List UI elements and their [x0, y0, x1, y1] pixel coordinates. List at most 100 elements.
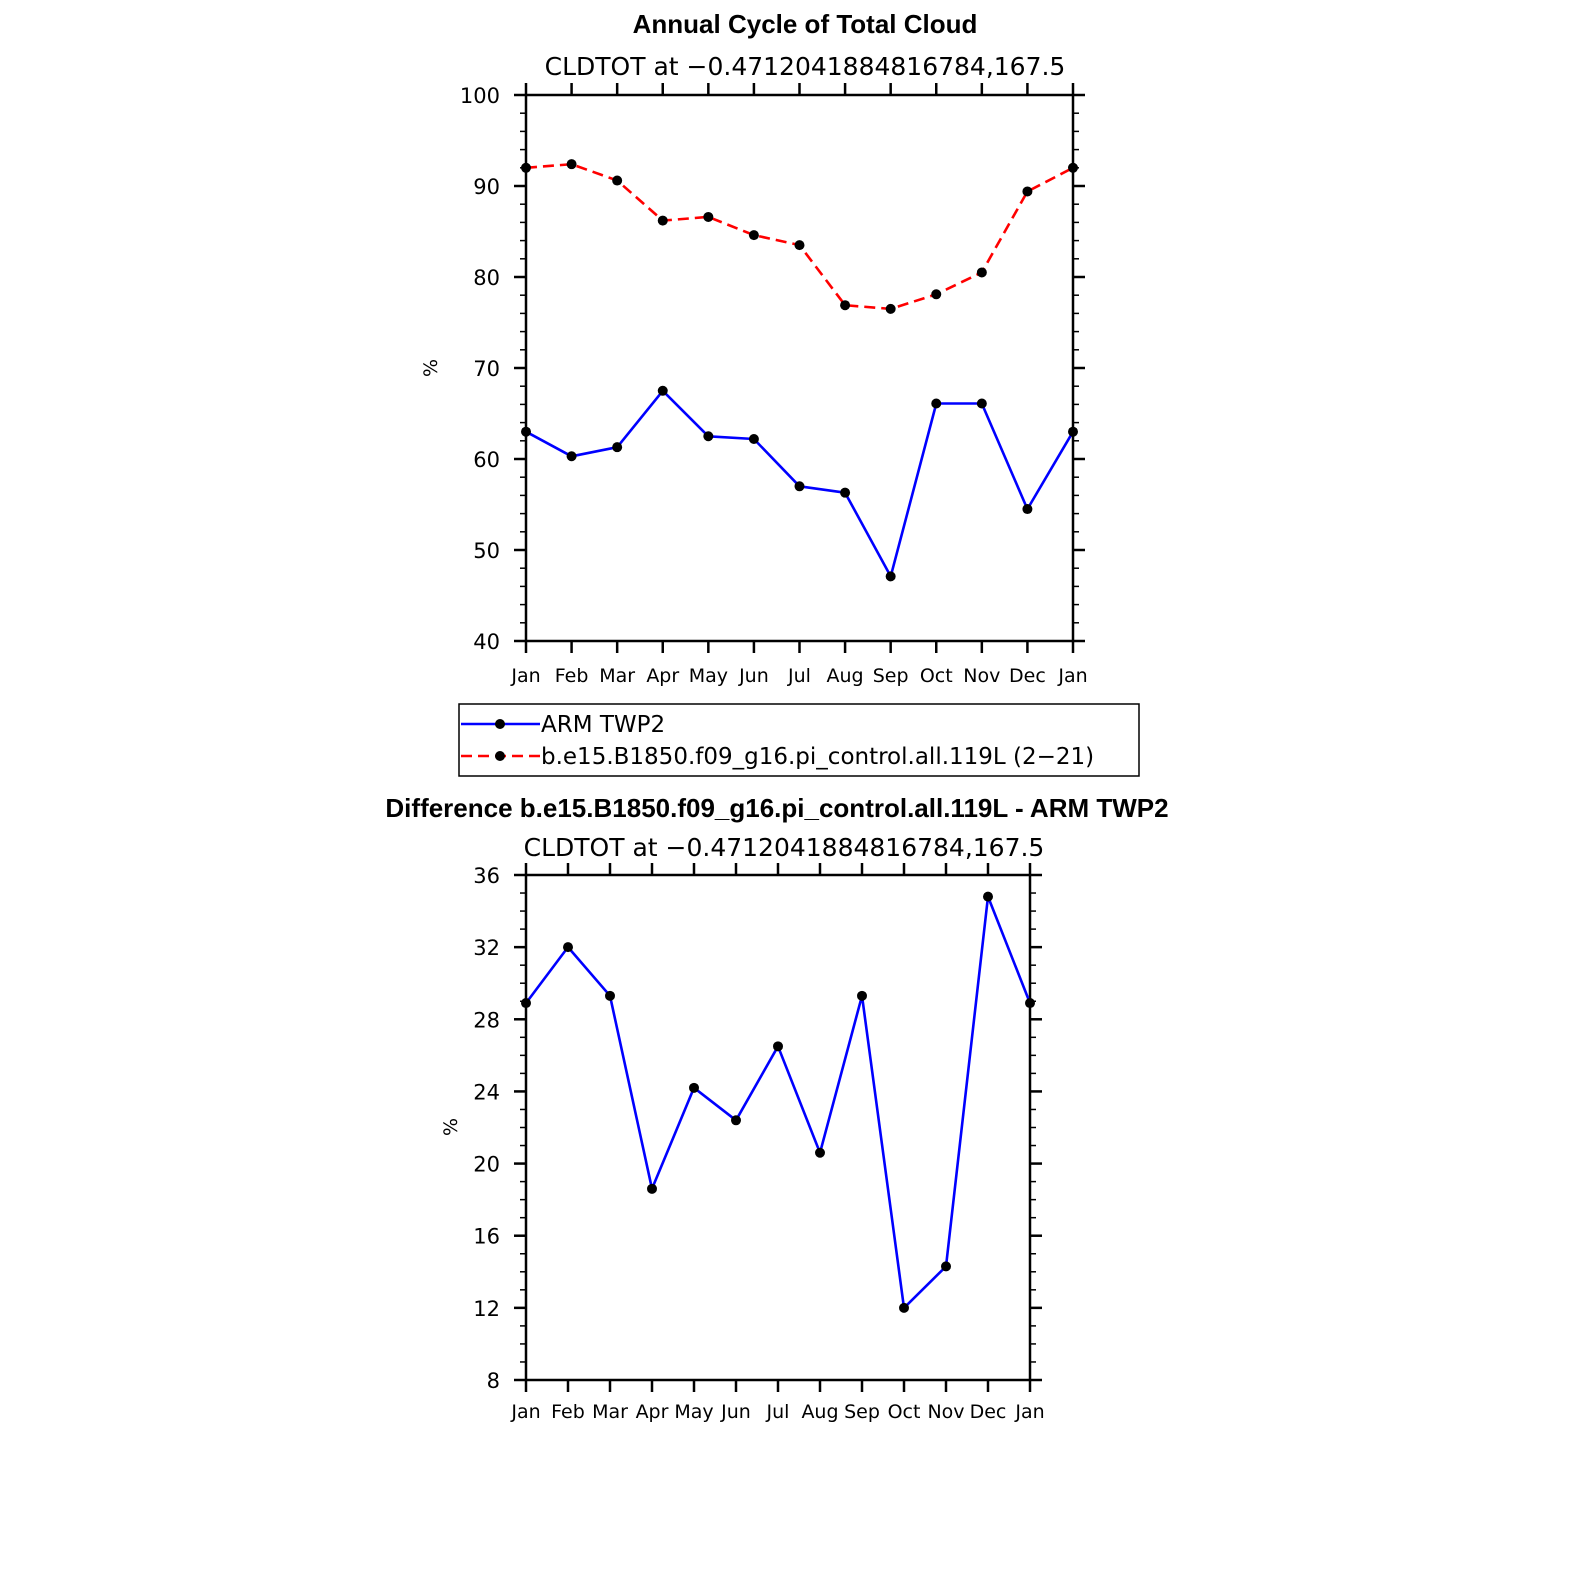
legend-marker-arm: [495, 719, 505, 729]
y-tick-labels: 40 50 60 70 80 90 100: [460, 84, 500, 654]
y-tick-label: 32: [473, 936, 500, 960]
data-point: [647, 1183, 657, 1194]
chart-title: Difference b.e15.B1850.f09_g16.pi_contro…: [385, 793, 1168, 823]
x-tick-label: May: [689, 665, 728, 687]
data-point: [885, 303, 896, 314]
plot-frame: [524, 873, 1032, 1382]
y-tick-label: 12: [473, 1297, 500, 1321]
x-tick-label: Jul: [787, 665, 811, 687]
data-point: [689, 1082, 699, 1093]
y-tick-label: 40: [473, 630, 500, 654]
legend-label-model: b.e15.B1850.f09_g16.pi_control.all.119L …: [541, 744, 1094, 770]
x-tick-labels: Jan Feb Mar Apr May Jun Jul Aug Sep Oct Nov Dec Jan: [510, 665, 1087, 687]
y-tick-label: 60: [473, 448, 500, 472]
chart-title: Annual Cycle of Total Cloud: [633, 9, 978, 39]
y-tick-label: 16: [473, 1225, 500, 1249]
x-tick-label: Jun: [738, 665, 769, 687]
x-tick-label: Feb: [555, 665, 589, 687]
data-point: [657, 385, 668, 396]
data-point: [521, 162, 531, 173]
y-tick-label: 50: [473, 539, 500, 563]
data-point: [857, 990, 867, 1001]
legend: ARM TWP2 b.e15.B1850.f09_g16.pi_control.…: [458, 703, 1140, 777]
x-tick-label: Oct: [888, 1401, 921, 1423]
data-point: [612, 175, 623, 186]
data-point: [703, 211, 714, 222]
x-tick-label: Mar: [592, 1401, 628, 1423]
data-point: [983, 891, 993, 902]
y-tick-label: 100: [460, 84, 500, 108]
y-axis-label: %: [420, 359, 442, 377]
x-tick-label: Sep: [873, 665, 909, 687]
x-tick-label: Dec: [970, 1401, 1007, 1423]
y-tick-label: 70: [473, 357, 500, 381]
data-point: [931, 289, 942, 300]
series-group: [521, 891, 1035, 1313]
x-tick-label: Sep: [844, 1401, 880, 1423]
y-tick-label: 36: [473, 864, 500, 888]
data-point: [794, 481, 805, 492]
data-point: [976, 267, 987, 278]
x-tick-label: Apr: [636, 1401, 669, 1423]
data-point: [885, 571, 896, 582]
difference-chart: Difference b.e15.B1850.f09_g16.pi_contro…: [385, 793, 1168, 1423]
y-tick-label: 90: [473, 175, 500, 199]
data-point: [899, 1302, 909, 1313]
y-tick-label: 8: [487, 1369, 500, 1393]
x-tick-label: Aug: [827, 665, 864, 687]
y-axis-label: %: [440, 1118, 462, 1136]
data-point: [1068, 162, 1078, 173]
x-tick-label: Oct: [920, 665, 953, 687]
data-point: [840, 300, 851, 311]
x-tick-label: Jan: [1057, 665, 1087, 687]
data-point: [521, 998, 531, 1009]
data-point: [748, 230, 759, 241]
x-tick-label: Dec: [1009, 665, 1046, 687]
x-tick-label: Jan: [1014, 1401, 1044, 1423]
data-point: [794, 240, 805, 251]
data-point: [605, 990, 615, 1001]
data-point: [840, 487, 851, 498]
x-tick-label: Apr: [646, 665, 679, 687]
data-point: [1025, 998, 1035, 1009]
data-point: [1068, 426, 1078, 437]
x-tick-labels: Jan Feb Mar Apr May Jun Jul Aug Sep Oct Nov Dec Jan: [510, 1401, 1044, 1423]
x-tick-label: Nov: [927, 1401, 964, 1423]
data-point: [703, 431, 714, 442]
data-point: [1022, 504, 1033, 515]
data-point: [731, 1115, 741, 1126]
y-tick-labels: 8 12 16 20 24 28 32 36: [473, 864, 500, 1393]
annual-cycle-chart: Annual Cycle of Total Cloud CLDTOT at −0…: [420, 9, 1140, 777]
data-point: [748, 433, 759, 444]
series-line: [524, 895, 1032, 1310]
x-tick-label: Jan: [510, 1401, 540, 1423]
data-point: [773, 1041, 783, 1052]
x-tick-label: Mar: [599, 665, 635, 687]
y-tick-label: 80: [473, 266, 500, 290]
x-tick-label: Nov: [963, 665, 1000, 687]
data-point: [976, 398, 987, 409]
x-tick-label: Jun: [720, 1401, 751, 1423]
chart-subtitle: CLDTOT at −0.4712041884816784,167.5: [524, 833, 1045, 862]
data-point: [931, 398, 942, 409]
x-tick-label: Jul: [766, 1401, 790, 1423]
data-point: [1022, 186, 1033, 197]
data-point: [521, 426, 531, 437]
chart-subtitle: CLDTOT at −0.4712041884816784,167.5: [545, 52, 1066, 81]
data-point: [566, 451, 577, 462]
x-tick-label: Jan: [510, 665, 540, 687]
legend-frame: [458, 703, 1140, 777]
series-line: [525, 162, 1074, 311]
x-tick-label: May: [674, 1401, 713, 1423]
x-tick-label: Feb: [551, 1401, 585, 1423]
axis-ticks: [514, 863, 1042, 1392]
y-tick-label: 28: [473, 1008, 500, 1032]
series-group: [521, 159, 1078, 582]
data-point: [566, 159, 577, 170]
legend-marker-model: [495, 751, 505, 761]
data-point: [657, 215, 668, 226]
data-point: [563, 942, 573, 953]
legend-label-arm: ARM TWP2: [541, 712, 665, 738]
y-tick-label: 20: [473, 1153, 500, 1177]
